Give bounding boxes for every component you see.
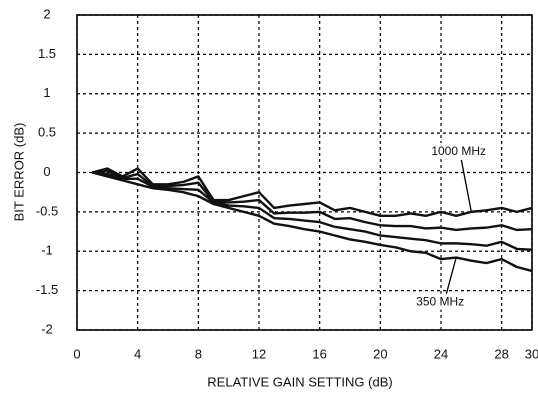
- y-tick-label: 2: [43, 6, 50, 21]
- plot-frame: [76, 14, 533, 331]
- y-tick-label: -1: [41, 243, 53, 258]
- line-series: [91, 167, 533, 218]
- x-axis-label: RELATIVE GAIN SETTING (dB): [207, 374, 392, 389]
- y-tick-label: -0.5: [36, 203, 58, 218]
- annotation-background: [414, 293, 467, 310]
- x-tick-label: 8: [195, 346, 202, 361]
- line-series: [92, 171, 533, 251]
- x-tick-label: 28: [494, 346, 508, 361]
- x-tick-label: 16: [312, 346, 326, 361]
- line-series: [92, 169, 533, 232]
- annotation: 350 MHz: [416, 295, 464, 309]
- x-tick-label: 24: [434, 346, 448, 361]
- x-tick-label: 4: [134, 346, 141, 361]
- x-tick-label: 0: [73, 346, 80, 361]
- y-tick-label: 1: [43, 85, 50, 100]
- y-tick-label: -1.5: [36, 282, 58, 297]
- annotation-arrow: [460, 159, 472, 212]
- y-axis-label: BIT ERROR (dB): [11, 123, 26, 222]
- y-tick-label: 0.5: [38, 125, 56, 140]
- annotation-arrow: [445, 257, 457, 295]
- annotation-background: [429, 143, 489, 160]
- y-tick-label: 1.5: [38, 46, 56, 61]
- x-tick-label: 30: [525, 346, 538, 361]
- x-tick-label: 12: [252, 346, 266, 361]
- line-series: [91, 171, 533, 273]
- y-tick-label: -2: [41, 321, 53, 336]
- annotation: 1000 MHz: [431, 144, 486, 158]
- y-tick-label: 0: [43, 164, 50, 179]
- x-tick-label: 20: [373, 346, 387, 361]
